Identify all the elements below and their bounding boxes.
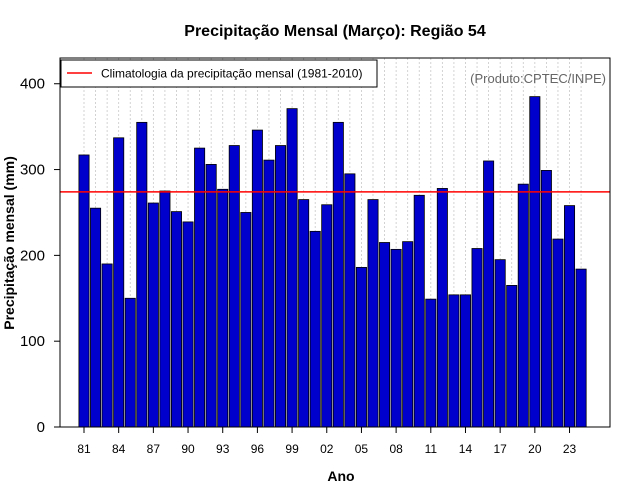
bar-2019 (517, 183, 529, 428)
x-tick-label: 84 (112, 442, 126, 456)
bar-1983 (101, 263, 113, 428)
x-tick-label: 14 (459, 442, 473, 456)
bar-2010 (413, 194, 425, 428)
bar-1987 (147, 202, 159, 428)
y-tick-label: 400 (20, 76, 45, 93)
bar-2022 (552, 238, 564, 428)
y-axis-label: Precipitação mensal (mm) (1, 156, 17, 330)
x-tick-label: 93 (216, 442, 230, 456)
x-axis: 81 84 87 90 93 96 99 02 05 08 11 14 17 20 23 (77, 427, 577, 456)
x-tick-label: 08 (389, 442, 403, 456)
bar-2006 (367, 199, 379, 428)
bar-1992 (205, 164, 217, 428)
bar-2013 (448, 294, 460, 428)
credit-label: (Produto:CPTEC/INPE) (470, 71, 606, 86)
bar-1986 (136, 121, 148, 428)
bar-2016 (483, 160, 495, 428)
chart-title: Precipitação Mensal (Março): Região 54 (184, 23, 486, 40)
bar-2003 (332, 121, 344, 428)
bar-2005 (355, 266, 367, 428)
bar-2009 (402, 241, 414, 428)
y-tick-label: 100 (20, 333, 45, 350)
x-axis-label: Ano (327, 468, 354, 484)
bar-2017 (494, 259, 506, 428)
x-tick-label: 81 (77, 442, 91, 456)
bar-1998 (275, 145, 287, 428)
bar-1997 (263, 159, 275, 428)
y-tick-label: 300 (20, 162, 45, 179)
bar-2021 (540, 170, 552, 428)
x-tick-label: 02 (320, 442, 334, 456)
x-tick-label: 20 (528, 442, 542, 456)
plot-frame (59, 57, 611, 428)
bar-1985 (124, 297, 136, 428)
x-tick-label: 99 (285, 442, 299, 456)
bar-1991 (194, 147, 206, 428)
bar-1984 (113, 137, 125, 428)
bar-2001 (309, 230, 321, 428)
legend-climatology-label: Climatologia da precipitação mensal (198… (101, 67, 362, 81)
y-axis: 0 100 200 300 400 (20, 76, 60, 436)
bar-1989 (170, 211, 182, 428)
bar-1999 (286, 108, 298, 428)
bars (78, 96, 587, 428)
bar-1996 (251, 129, 263, 428)
bar-1981 (78, 154, 90, 428)
bar-2020 (529, 96, 541, 428)
bar-2004 (344, 173, 356, 428)
x-tick-label: 23 (563, 442, 577, 456)
bar-2014 (459, 294, 471, 428)
bar-2002 (321, 204, 333, 428)
bar-2012 (436, 188, 448, 428)
bar-2018 (506, 285, 518, 428)
bar-2023 (564, 205, 576, 428)
bar-2015 (471, 248, 483, 428)
bar-1982 (90, 207, 102, 428)
legend: Climatologia da precipitação mensal (198… (60, 59, 378, 88)
bar-2000 (298, 199, 310, 428)
bar-1993 (217, 188, 229, 428)
bar-2007 (379, 242, 391, 428)
bar-2011 (425, 298, 437, 428)
bar-1988 (159, 190, 171, 428)
x-tick-label: 96 (251, 442, 265, 456)
x-tick-label: 05 (355, 442, 369, 456)
y-tick-label: 0 (37, 419, 45, 436)
x-tick-label: 17 (493, 442, 507, 456)
x-tick-label: 90 (181, 442, 195, 456)
x-tick-label: 87 (147, 442, 161, 456)
bar-2008 (390, 248, 402, 428)
x-tick-label: 11 (425, 442, 438, 456)
y-tick-label: 200 (20, 247, 45, 264)
bar-1995 (240, 212, 252, 428)
bar-2024 (575, 268, 587, 428)
bar-1990 (182, 221, 194, 428)
legend-box (60, 59, 378, 88)
bar-1994 (228, 145, 240, 428)
